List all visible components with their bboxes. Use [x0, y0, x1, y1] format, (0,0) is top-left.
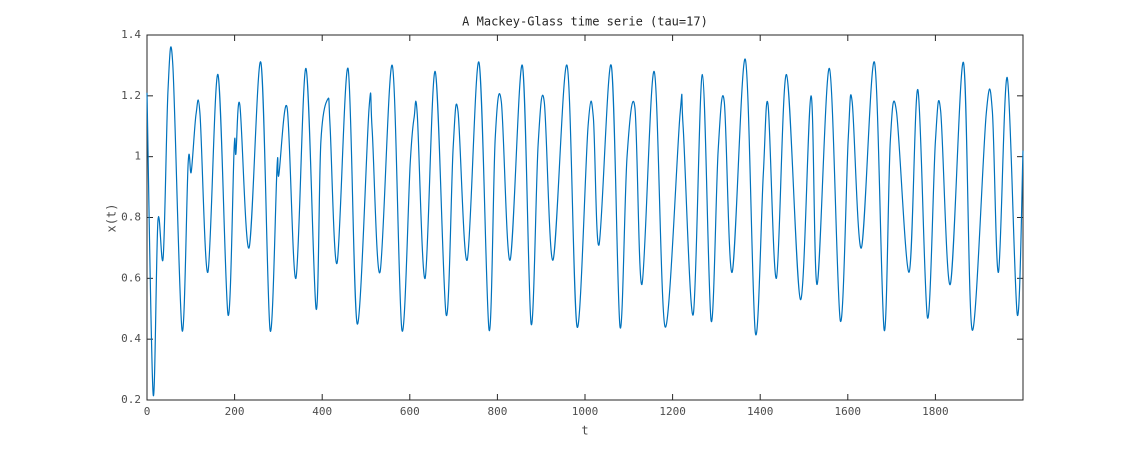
x-tick-label: 1200	[659, 405, 686, 418]
x-tick-label: 1600	[835, 405, 862, 418]
y-axis-label: x(t)	[105, 204, 119, 233]
y-tick-label: 0.4	[121, 332, 141, 345]
y-tick-label: 1.4	[121, 28, 141, 41]
data-line	[146, 46, 1024, 397]
y-tick-label: 0.6	[121, 271, 141, 284]
x-tick-label: 800	[487, 405, 507, 418]
y-tick-label: 1	[134, 150, 141, 163]
x-axis-label: t	[581, 424, 588, 438]
y-tick-label: 0.2	[121, 393, 141, 406]
y-tick-label: 1.2	[121, 89, 141, 102]
x-tick-label: 1400	[747, 405, 774, 418]
y-tick-label: 0.8	[121, 211, 141, 224]
x-tick-label: 0	[144, 405, 151, 418]
x-tick-label: 1000	[572, 405, 599, 418]
x-tick-label: 200	[225, 405, 245, 418]
x-tick-label: 400	[312, 405, 332, 418]
x-tick-label: 600	[400, 405, 420, 418]
chart-title: A Mackey-Glass time serie (tau=17)	[462, 15, 708, 29]
x-tick-label: 1800	[922, 405, 949, 418]
